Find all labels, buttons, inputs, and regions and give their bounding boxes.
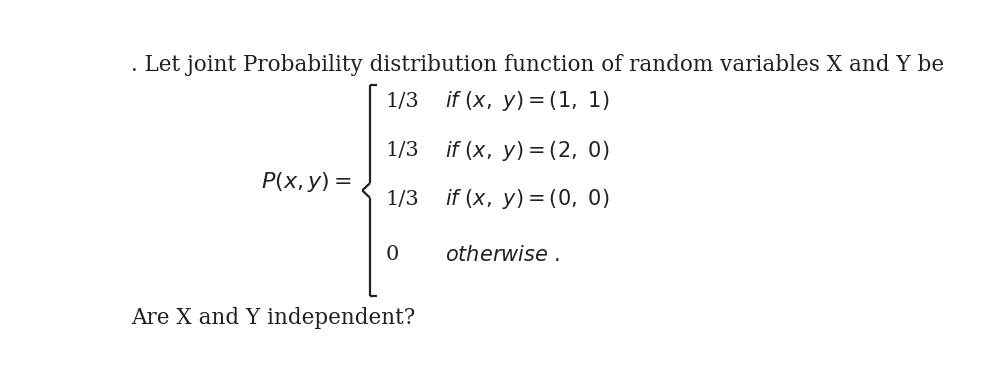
Text: $\it{if}$ $(x,\ y) = (0,\ 0)$: $\it{if}$ $(x,\ y) = (0,\ 0)$ (445, 187, 610, 211)
Text: $\it{if}$ $(x,\ y) = (1,\ 1)$: $\it{if}$ $(x,\ y) = (1,\ 1)$ (445, 89, 610, 113)
Text: $P(x,y) =$: $P(x,y) =$ (261, 169, 353, 194)
Text: 1/3: 1/3 (385, 92, 419, 111)
Text: . Let joint Probability distribution function of random variables X and Y be: . Let joint Probability distribution fun… (130, 54, 944, 76)
Text: $\it{if}$ $(x,\ y) = (2,\ 0)$: $\it{if}$ $(x,\ y) = (2,\ 0)$ (445, 139, 610, 163)
Text: 0: 0 (385, 245, 398, 264)
Text: 1/3: 1/3 (385, 190, 419, 209)
Text: 1/3: 1/3 (385, 141, 419, 160)
Text: $\mathit{otherwise}\ .$: $\mathit{otherwise}\ .$ (445, 245, 560, 265)
Text: Are X and Y independent?: Are X and Y independent? (130, 307, 415, 329)
